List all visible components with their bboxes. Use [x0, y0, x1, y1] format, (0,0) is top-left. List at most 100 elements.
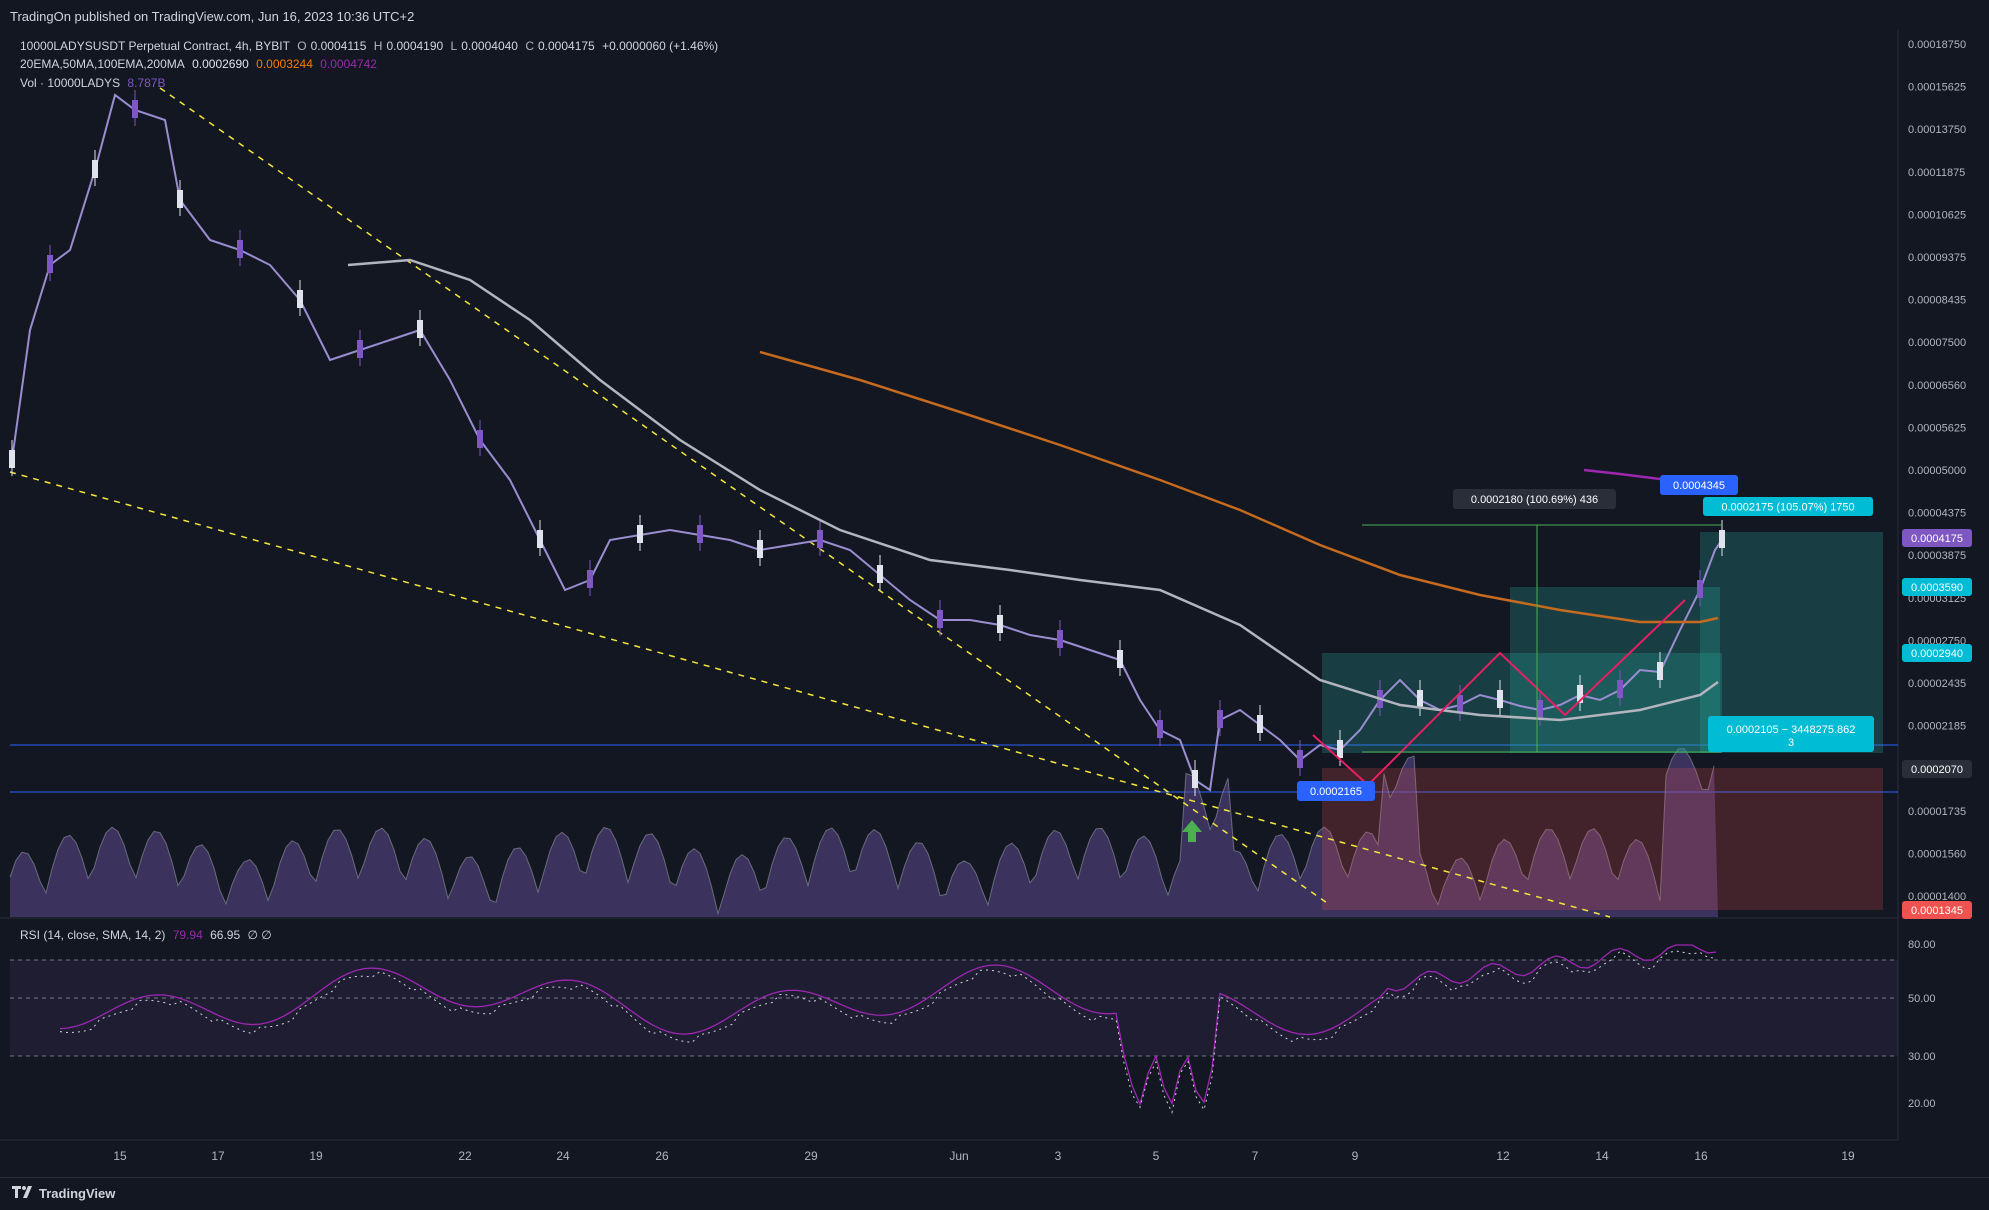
trendline-upper — [159, 87, 1331, 906]
y-tick-label: 0.00002185 — [1908, 721, 1966, 733]
last-close-badge: 0.0004175 — [1911, 533, 1963, 545]
open-value: 0.0004115 — [310, 39, 367, 53]
volume-legend: Vol · 10000LADYS 8.787B — [20, 76, 169, 90]
symbol-title: 10000LADYSUSDT Perpetual Contract, 4h, B… — [20, 39, 290, 53]
target-label: 0.0002175 (105.07%) 1750 — [1721, 502, 1854, 514]
x-tick-label: 17 — [211, 1149, 225, 1163]
entry-label: 0.0002165 — [1310, 786, 1362, 798]
target-label-bg — [1703, 497, 1873, 516]
y-tick-label: 0.00002435 — [1908, 678, 1966, 690]
ma200-badge: 0.0002940 — [1911, 648, 1963, 660]
zigzag-pattern — [1312, 599, 1686, 787]
symbol-legend: 10000LADYSUSDT Perpetual Contract, 4h, B… — [20, 39, 722, 53]
rsi-tick-label: 80.00 — [1908, 939, 1936, 951]
high-value: 0.0004190 — [386, 39, 444, 53]
price-axis — [1898, 30, 1989, 1177]
y-tick-label: 0.00011875 — [1908, 167, 1965, 179]
last-close-badge-bg — [1902, 529, 1972, 547]
pointer-label: 0.0004345 — [1673, 480, 1725, 492]
y-tick-label: 0.00001735 — [1908, 806, 1966, 818]
y-tick-label: 0.00005000 — [1908, 465, 1966, 477]
x-tick-label: 22 — [458, 1149, 472, 1163]
price-pane — [0, 30, 1898, 918]
volume-label: Vol · 10000LADYS — [20, 76, 121, 90]
x-tick-label: 9 — [1352, 1149, 1359, 1163]
x-tick-label: 24 — [556, 1149, 570, 1163]
measure-label-bg — [1453, 489, 1616, 509]
low-label: L — [450, 39, 458, 53]
low-value: 0.0004040 — [461, 39, 518, 53]
tv-logo-icon — [12, 1186, 34, 1201]
x-tick-label: 12 — [1496, 1149, 1510, 1163]
ma-value-3: 0.0004742 — [320, 57, 377, 71]
x-tick-label: 19 — [309, 1149, 323, 1163]
x-tick-label: 3 — [1055, 1149, 1062, 1163]
change-value: +0.0000060 (+1.46%) — [602, 39, 719, 53]
rsi-tick-label: 30.00 — [1908, 1051, 1936, 1063]
volume-value: 8.787B — [127, 76, 166, 90]
x-tick-label: 16 — [1694, 1149, 1708, 1163]
y-tick-label: 0.00001400 — [1908, 891, 1966, 903]
ma-badge-bg — [1902, 760, 1972, 778]
target-box-1 — [1322, 653, 1722, 753]
y-tick-label: 0.00004375 — [1908, 508, 1966, 520]
y-tick-label: 0.00006560 — [1908, 380, 1966, 392]
ema100-badge: 0.0003590 — [1911, 582, 1963, 594]
buy-arrow-icon — [1182, 820, 1202, 842]
entry-label-bg — [1297, 781, 1375, 801]
y-tick-label: 0.00005625 — [1908, 422, 1966, 434]
rsi-sma-value: 66.95 — [210, 928, 241, 942]
rsi-line — [59, 944, 1717, 1107]
x-tick-label: 7 — [1252, 1149, 1259, 1163]
rsi-sma-line — [59, 950, 1717, 1115]
open-label: O — [297, 39, 307, 53]
ma-label: 20EMA,50MA,100EMA,200MA — [20, 57, 185, 71]
close-label: C — [525, 39, 534, 53]
pointer-label-bg — [1660, 475, 1738, 495]
volume-outline — [9, 748, 1715, 916]
x-tick-label: 26 — [655, 1149, 669, 1163]
ma-value-1: 0.0002690 — [192, 57, 249, 71]
stop-label-bg — [1708, 716, 1874, 752]
ema100-line — [347, 258, 1719, 722]
price-chart[interactable]: 0.00018750 0.00015625 0.00013750 0.00011875… — [0, 0, 1989, 1177]
footer: TradingView — [0, 1177, 1989, 1210]
y-tick-label: 0.00015625 — [1908, 82, 1966, 94]
ma-badge: 0.0002070 — [1911, 764, 1963, 776]
stop-label: 0.0002105 − 3448275.862 — [1727, 724, 1856, 736]
y-tick-label: 0.00008435 — [1908, 295, 1966, 307]
x-tick-label: 29 — [804, 1149, 818, 1163]
low-badge: 0.0001345 — [1911, 905, 1963, 917]
y-tick-label: 0.00001560 — [1908, 848, 1966, 860]
ma200-line — [759, 350, 1719, 624]
rsi-legend: RSI (14, close, SMA, 14, 2) 79.94 66.95 … — [20, 928, 276, 942]
close-value: 0.0004175 — [537, 39, 595, 53]
rsi-value: 79.94 — [172, 928, 203, 942]
y-tick-label: 0.00018750 — [1908, 39, 1966, 51]
x-tick-label: 15 — [113, 1149, 127, 1163]
stop-box — [1322, 768, 1883, 910]
x-tick-label: 5 — [1153, 1149, 1160, 1163]
trendline-lower — [9, 471, 1611, 918]
publisher-text: TradingOn published on TradingView.com, … — [10, 9, 415, 24]
x-tick-label: 14 — [1595, 1149, 1609, 1163]
target-box-2 — [1510, 587, 1720, 753]
tradingview-logo: TradingView — [12, 1186, 115, 1201]
x-tick-label: Jun — [949, 1149, 968, 1163]
volume-area — [10, 748, 1718, 917]
rsi-tick-label: 50.00 — [1908, 993, 1936, 1005]
y-tick-label: 0.00009375 — [1908, 252, 1966, 264]
rsi-extra: ∅ ∅ — [247, 928, 272, 942]
y-tick-label: 0.00013750 — [1908, 124, 1966, 136]
high-label: H — [373, 39, 383, 53]
ma200-badge-bg — [1902, 644, 1972, 662]
ma-legend: 20EMA,50MA,100EMA,200MA 0.0002690 0.0003… — [20, 57, 381, 71]
ema100-badge-bg — [1902, 578, 1972, 596]
brand-name: TradingView — [39, 1186, 116, 1201]
measure-label: 0.0002180 (100.69%) 436 — [1471, 494, 1598, 506]
rsi-tick-label: 20.00 — [1908, 1098, 1936, 1110]
y-tick-label: 0.00007500 — [1908, 337, 1966, 349]
stop-label-2: 3 — [1788, 737, 1794, 749]
rsi-label: RSI (14, close, SMA, 14, 2) — [20, 928, 166, 942]
low-badge-bg — [1902, 901, 1972, 919]
